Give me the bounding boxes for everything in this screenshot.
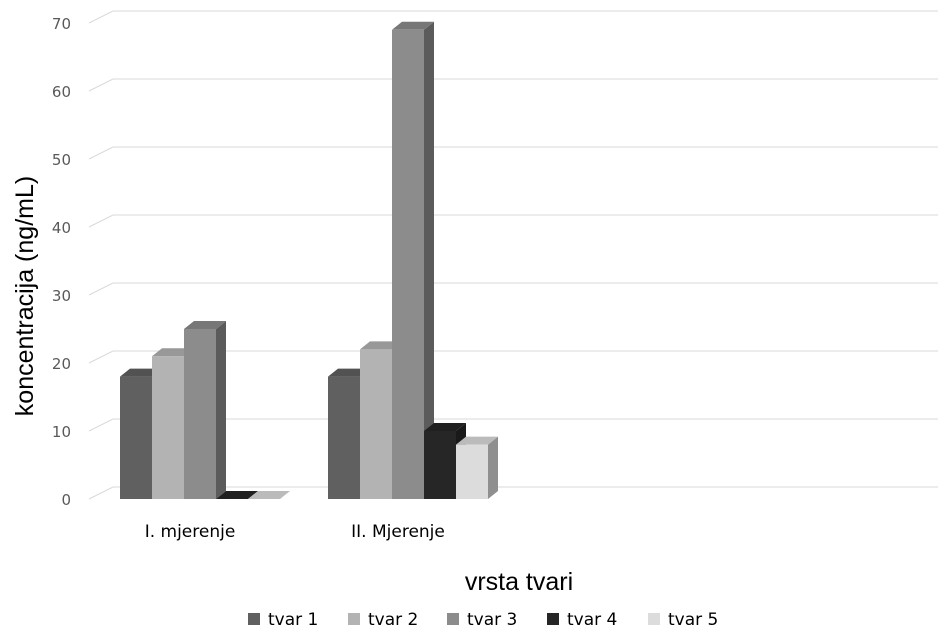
y-tick-label: 40 [52, 219, 71, 237]
bar-top [424, 423, 466, 431]
bar-side [424, 21, 434, 500]
bar-front [392, 29, 424, 500]
y-axis-title: koncentracija (ng/mL) [11, 176, 39, 416]
legend: tvar 1 tvar 2 tvar 3 tvar 4 tvar 5 [248, 610, 718, 629]
legend-label: tvar 1 [268, 610, 318, 629]
y-tick-label: 50 [52, 151, 71, 169]
legend-label: tvar 4 [567, 610, 617, 629]
y-tick-label: 30 [52, 287, 71, 305]
bar-front [184, 329, 216, 499]
bar-front [120, 376, 152, 499]
legend-item: tvar 4 [547, 610, 617, 629]
bar-top [248, 491, 290, 499]
bar [392, 21, 434, 500]
category-label: I. mjerenje [145, 522, 236, 542]
bar-top [456, 436, 498, 445]
bar-front [360, 349, 392, 499]
x-axis-categories: I. mjerenje II. Mjerenje [145, 522, 445, 542]
legend-label: tvar 2 [368, 610, 418, 629]
bar-front [328, 376, 360, 499]
legend-swatch [648, 613, 660, 625]
gridline-depth [88, 10, 114, 24]
bar [456, 436, 498, 499]
legend-swatch [447, 613, 459, 625]
bar-side [216, 321, 226, 499]
bar [184, 321, 226, 499]
y-tick-label: 20 [52, 355, 71, 373]
bar-top [360, 341, 402, 350]
legend-swatch [248, 613, 260, 625]
bar-side [488, 436, 498, 499]
legend-item: tvar 3 [447, 610, 517, 629]
y-tick-label: 70 [52, 15, 71, 33]
bar-front [152, 356, 184, 499]
legend-item: tvar 2 [348, 610, 418, 629]
gridline-depth [88, 418, 114, 432]
bar-top [152, 348, 194, 357]
legend-label: tvar 5 [668, 610, 718, 629]
bar-top [392, 21, 434, 30]
gridline-depth [88, 214, 114, 228]
y-tick-label: 60 [52, 83, 71, 101]
y-axis-ticks: 0 10 20 30 40 50 60 70 [52, 15, 71, 509]
gridline-depth [88, 78, 114, 92]
bars [120, 21, 498, 500]
gridline-depth [88, 486, 114, 500]
y-tick-label: 10 [52, 423, 71, 441]
legend-swatch [547, 613, 559, 625]
bar [248, 491, 290, 499]
bar-front [424, 431, 456, 499]
legend-item: tvar 1 [248, 610, 318, 629]
bar-top [328, 368, 370, 377]
x-axis-title: vrsta tvari [465, 568, 573, 596]
gridlines [88, 10, 938, 500]
bar [216, 491, 258, 499]
bar-top [120, 368, 162, 377]
legend-label: tvar 3 [467, 610, 517, 629]
gridline-depth [88, 146, 114, 160]
legend-swatch [348, 613, 360, 625]
bar-top [184, 321, 226, 329]
category-label: II. Mjerenje [351, 522, 445, 542]
bar-top [216, 491, 258, 499]
gridline-depth [88, 282, 114, 296]
legend-item: tvar 5 [648, 610, 718, 629]
gridline-depth [88, 350, 114, 364]
y-tick-label: 0 [61, 491, 71, 509]
bar-front [456, 444, 488, 499]
